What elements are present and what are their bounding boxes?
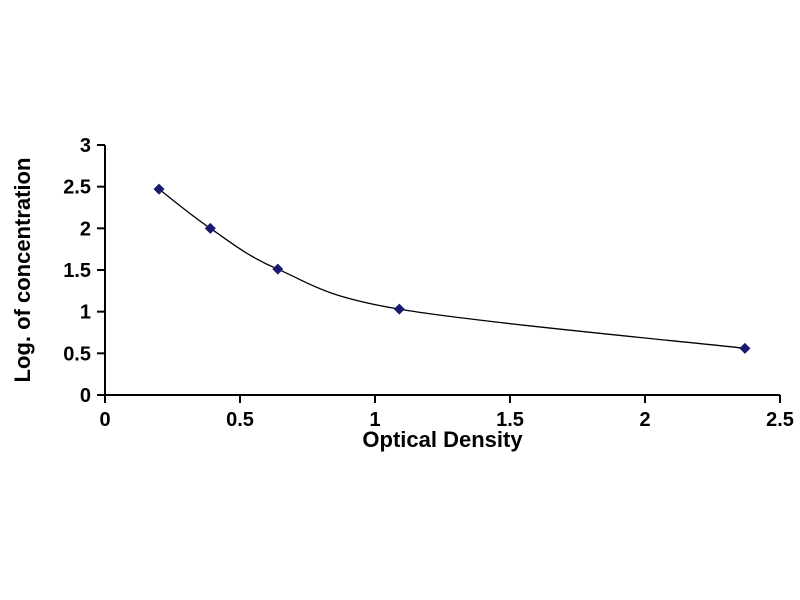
data-point-marker [272,263,284,275]
series-line [158,188,745,349]
y-tick-label: 0.5 [63,343,91,365]
y-tick-label: 3 [80,135,91,157]
data-point-markers [153,183,751,354]
y-axis-label: Log. of concentration [10,158,35,383]
x-tick-label: 0 [99,409,110,431]
x-tick-label: 2.5 [766,409,794,431]
y-tick-label: 1.5 [63,260,91,282]
y-tick-label: 2.5 [63,177,91,199]
x-tick-label: 2 [639,409,650,431]
data-point-marker [393,303,405,315]
x-axis-label: Optical Density [362,427,523,452]
x-axis-ticks: 0 0.5 1 1.5 2 2.5 [99,395,794,431]
x-tick-label: 1.5 [496,409,524,431]
y-axis-ticks: 0 0.5 1 1.5 2 2.5 3 [63,135,105,407]
x-tick-label: 1 [369,409,380,431]
axes [104,145,780,396]
y-tick-label: 2 [80,218,91,240]
data-point-marker [204,222,216,234]
data-point-marker [153,183,165,195]
x-tick-label: 0.5 [226,409,254,431]
data-point-marker [739,342,751,354]
y-tick-label: 0 [80,385,91,407]
y-tick-label: 1 [80,302,91,324]
